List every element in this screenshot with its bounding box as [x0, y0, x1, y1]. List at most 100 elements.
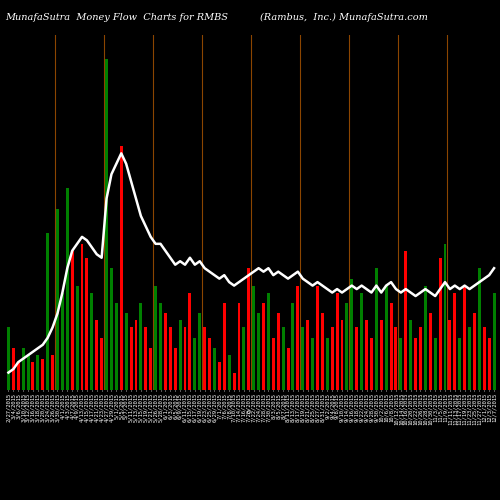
Bar: [248, 268, 250, 390]
Bar: [424, 286, 427, 390]
Bar: [400, 338, 402, 390]
Bar: [267, 292, 270, 390]
Bar: [159, 303, 162, 390]
Bar: [346, 303, 348, 390]
Bar: [350, 278, 354, 390]
Bar: [380, 320, 382, 390]
Bar: [96, 320, 98, 390]
Bar: [61, 292, 64, 390]
Text: 0: 0: [247, 410, 250, 416]
Bar: [120, 146, 122, 390]
Bar: [429, 314, 432, 390]
Bar: [149, 348, 152, 390]
Bar: [409, 320, 412, 390]
Bar: [70, 251, 74, 390]
Bar: [164, 314, 167, 390]
Bar: [208, 338, 211, 390]
Bar: [473, 314, 476, 390]
Bar: [105, 60, 108, 390]
Bar: [194, 338, 196, 390]
Bar: [438, 258, 442, 390]
Bar: [223, 303, 226, 390]
Bar: [355, 328, 358, 390]
Bar: [488, 338, 490, 390]
Bar: [198, 314, 201, 390]
Bar: [76, 286, 78, 390]
Bar: [140, 303, 142, 390]
Bar: [330, 328, 334, 390]
Bar: [316, 286, 319, 390]
Bar: [134, 320, 138, 390]
Bar: [66, 188, 69, 390]
Bar: [302, 328, 304, 390]
Bar: [394, 328, 398, 390]
Bar: [56, 209, 59, 390]
Bar: [306, 320, 309, 390]
Bar: [434, 338, 436, 390]
Bar: [292, 303, 294, 390]
Bar: [492, 292, 496, 390]
Bar: [286, 348, 290, 390]
Bar: [42, 358, 44, 390]
Bar: [100, 338, 103, 390]
Bar: [174, 348, 176, 390]
Bar: [188, 292, 192, 390]
Bar: [203, 328, 206, 390]
Bar: [326, 338, 329, 390]
Bar: [7, 328, 10, 390]
Bar: [463, 286, 466, 390]
Bar: [154, 286, 157, 390]
Bar: [110, 268, 113, 390]
Bar: [478, 268, 481, 390]
Bar: [360, 292, 363, 390]
Bar: [311, 338, 314, 390]
Bar: [272, 338, 275, 390]
Bar: [169, 328, 172, 390]
Bar: [390, 303, 392, 390]
Bar: [321, 314, 324, 390]
Bar: [238, 303, 240, 390]
Bar: [12, 348, 15, 390]
Bar: [218, 362, 221, 390]
Bar: [22, 348, 25, 390]
Bar: [184, 328, 186, 390]
Bar: [419, 328, 422, 390]
Bar: [232, 372, 235, 390]
Bar: [282, 328, 284, 390]
Bar: [51, 355, 54, 390]
Bar: [32, 362, 34, 390]
Bar: [375, 268, 378, 390]
Bar: [483, 328, 486, 390]
Bar: [468, 328, 471, 390]
Bar: [458, 338, 461, 390]
Bar: [262, 303, 265, 390]
Bar: [444, 244, 446, 390]
Bar: [340, 320, 344, 390]
Bar: [370, 338, 373, 390]
Bar: [228, 355, 230, 390]
Bar: [242, 328, 246, 390]
Bar: [178, 320, 182, 390]
Bar: [365, 320, 368, 390]
Bar: [80, 244, 84, 390]
Bar: [115, 303, 118, 390]
Bar: [384, 286, 388, 390]
Bar: [336, 292, 338, 390]
Bar: [86, 258, 88, 390]
Bar: [257, 314, 260, 390]
Bar: [46, 234, 49, 390]
Bar: [414, 338, 417, 390]
Bar: [404, 251, 407, 390]
Text: (Rambus,  Inc.) MunafaSutra.com: (Rambus, Inc.) MunafaSutra.com: [260, 12, 428, 22]
Bar: [36, 355, 40, 390]
Bar: [144, 328, 148, 390]
Bar: [213, 348, 216, 390]
Bar: [17, 362, 20, 390]
Bar: [296, 286, 300, 390]
Bar: [448, 320, 452, 390]
Bar: [130, 328, 132, 390]
Text: MunafaSutra  Money Flow  Charts for RMBS: MunafaSutra Money Flow Charts for RMBS: [5, 12, 228, 22]
Bar: [277, 314, 280, 390]
Bar: [454, 292, 456, 390]
Bar: [124, 314, 128, 390]
